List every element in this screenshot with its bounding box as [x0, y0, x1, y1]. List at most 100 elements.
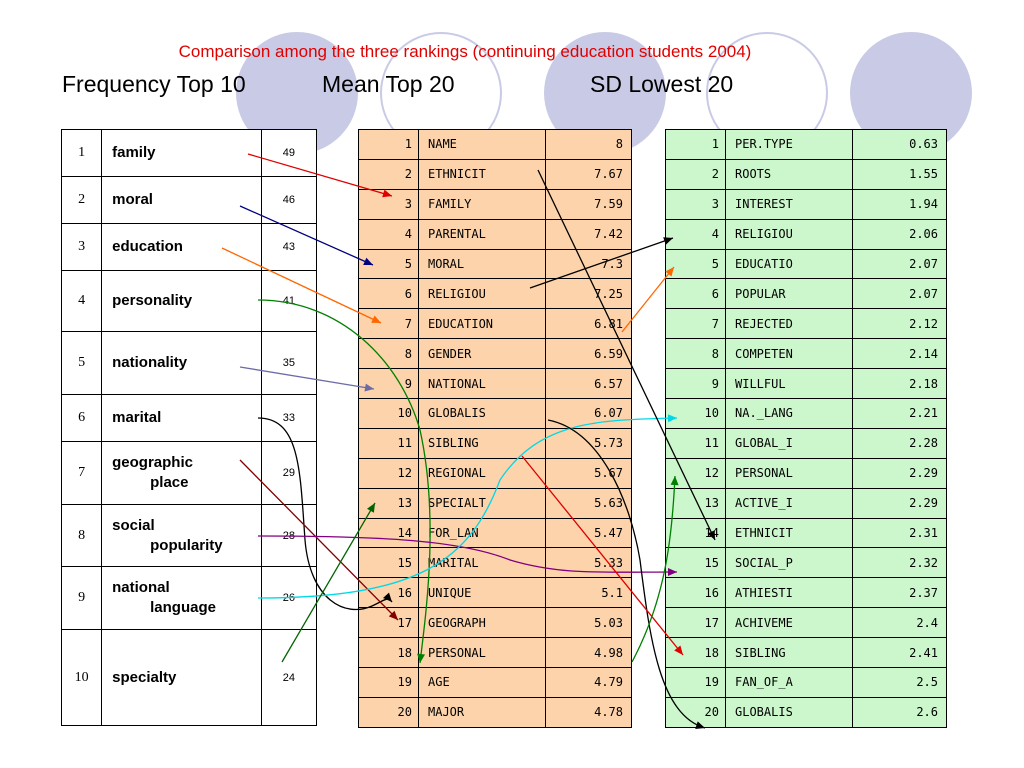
mean-rank: 4 — [358, 218, 419, 250]
mean-row: 11 SIBLING 5.73 — [358, 427, 632, 459]
sd-variable: SOCIAL_P — [725, 547, 853, 579]
freq-word-cell: national language — [101, 566, 262, 630]
mean-value: 6.57 — [545, 368, 632, 400]
sd-row: 13 ACTIVE_I 2.29 — [665, 487, 947, 519]
sd-row: 4 RELIGIOU 2.06 — [665, 218, 947, 250]
sd-rank: 12 — [665, 457, 726, 489]
freq-word-cell: social popularity — [101, 504, 262, 567]
sd-rank: 15 — [665, 547, 726, 579]
sd-row: 10 NA._LANG 2.21 — [665, 398, 947, 429]
sd-row: 17 ACHIVEME 2.4 — [665, 607, 947, 639]
freq-count: 49 — [260, 129, 318, 177]
sd-variable: INTEREST — [725, 188, 853, 220]
sd-variable: SIBLING — [725, 637, 853, 669]
mean-value: 7.3 — [545, 248, 632, 280]
mean-row: 8 GENDER 6.59 — [358, 338, 632, 370]
freq-row: 6 marital 33 — [60, 394, 318, 442]
sd-row: 7 REJECTED 2.12 — [665, 308, 947, 340]
sd-row: 15 SOCIAL_P 2.32 — [665, 547, 947, 579]
mean-variable: NAME — [418, 129, 546, 160]
freq-word: moral — [112, 191, 153, 208]
freq-word-cell: education — [101, 223, 262, 271]
mean-row: 16 UNIQUE 5.1 — [358, 577, 632, 609]
mean-row: 14 FOR_LAN 5.47 — [358, 517, 632, 549]
sd-row: 18 SIBLING 2.41 — [665, 637, 947, 669]
mean-variable: FOR_LAN — [418, 517, 546, 549]
freq-word: social — [112, 516, 155, 534]
mean-rank: 3 — [358, 188, 419, 220]
frequency-table: 1 family 49 2 moral 46 3 education 43 4 personalit… — [60, 129, 318, 726]
sd-row: 20 GLOBALIS 2.6 — [665, 696, 947, 728]
mean-rank: 13 — [358, 487, 419, 519]
sd-value: 2.29 — [852, 457, 947, 489]
mean-rank: 18 — [358, 637, 419, 669]
mean-value: 5.63 — [545, 487, 632, 519]
sd-variable: NA._LANG — [725, 398, 853, 429]
mean-value: 7.25 — [545, 278, 632, 310]
freq-count: 26 — [260, 566, 318, 630]
mean-value: 6.59 — [545, 338, 632, 370]
mean-variable: AGE — [418, 667, 546, 698]
sd-value: 2.6 — [852, 696, 947, 728]
freq-word: family — [112, 144, 156, 161]
mean-value: 5.03 — [545, 607, 632, 639]
sd-rank: 6 — [665, 278, 726, 310]
freq-row: 5 nationality 35 — [60, 331, 318, 395]
sd-value: 2.4 — [852, 607, 947, 639]
mean-value: 5.1 — [545, 577, 632, 609]
frequency-heading: Frequency Top 10 — [62, 71, 246, 97]
mean-rank: 7 — [358, 308, 419, 340]
freq-count: 35 — [260, 331, 318, 395]
mean-variable: MORAL — [418, 248, 546, 280]
mean-value: 4.79 — [545, 667, 632, 698]
sd-variable: ACHIVEME — [725, 607, 853, 639]
freq-rank: 1 — [60, 129, 103, 177]
freq-word-cell: family — [101, 129, 262, 177]
sd-variable: REJECTED — [725, 308, 853, 340]
sd-row: 6 POPULAR 2.07 — [665, 278, 947, 310]
mean-value: 7.59 — [545, 188, 632, 220]
mean-row: 10 GLOBALIS 6.07 — [358, 398, 632, 429]
sd-variable: WILLFUL — [725, 368, 853, 400]
freq-word-cell: nationality — [101, 331, 262, 395]
freq-count: 46 — [260, 176, 318, 224]
freq-row: 4 personality 41 — [60, 270, 318, 332]
freq-row: 10 specialty 24 — [60, 629, 318, 726]
mean-heading: Mean Top 20 — [322, 71, 455, 97]
mean-table: 1 NAME 8 2 ETHNICIT 7.67 3 FAMILY 7.59 4 PARENTAL 7… — [358, 129, 632, 728]
mean-rank: 2 — [358, 158, 419, 190]
mean-rank: 9 — [358, 368, 419, 400]
freq-rank: 5 — [60, 331, 103, 395]
freq-count: 28 — [260, 504, 318, 567]
freq-word: education — [112, 238, 183, 255]
mean-value: 7.42 — [545, 218, 632, 250]
mean-variable: REGIONAL — [418, 457, 546, 489]
freq-count: 43 — [260, 223, 318, 271]
freq-count: 33 — [260, 394, 318, 442]
mean-rank: 11 — [358, 427, 419, 459]
mean-value: 5.67 — [545, 457, 632, 489]
mean-variable: GENDER — [418, 338, 546, 370]
freq-row: 2 moral 46 — [60, 176, 318, 224]
sd-variable: ETHNICIT — [725, 517, 853, 549]
mean-value: 4.78 — [545, 696, 632, 728]
mean-row: 3 FAMILY 7.59 — [358, 188, 632, 220]
sd-value: 2.32 — [852, 547, 947, 579]
sd-value: 2.06 — [852, 218, 947, 250]
sd-rank: 1 — [665, 129, 726, 160]
sd-rank: 16 — [665, 577, 726, 609]
freq-word: specialty — [112, 668, 177, 686]
sd-rank: 17 — [665, 607, 726, 639]
freq-row: 3 education 43 — [60, 223, 318, 271]
mean-value: 5.47 — [545, 517, 632, 549]
mean-row: 1 NAME 8 — [358, 129, 632, 160]
sd-row: 16 ATHIESTI 2.37 — [665, 577, 947, 609]
sd-row: 5 EDUCATIO 2.07 — [665, 248, 947, 280]
freq-rank: 7 — [60, 441, 103, 505]
sd-value: 0.63 — [852, 129, 947, 160]
sd-variable: GLOBAL_I — [725, 427, 853, 459]
freq-word-cell: personality — [101, 270, 262, 332]
freq-word: marital — [112, 409, 162, 426]
freq-count: 29 — [260, 441, 318, 505]
freq-row: 9 national language 26 — [60, 566, 318, 630]
